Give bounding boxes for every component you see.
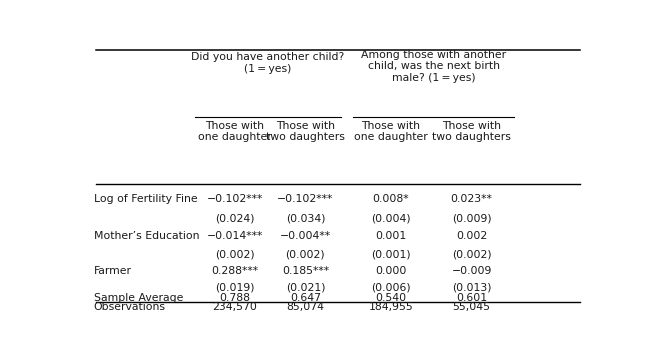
Text: Log of Fertility Fine: Log of Fertility Fine (94, 195, 198, 205)
Text: Observations: Observations (94, 302, 166, 312)
Text: −0.102***: −0.102*** (278, 195, 333, 205)
Text: Did you have another child?
(1 = yes): Did you have another child? (1 = yes) (191, 53, 344, 74)
Text: −0.009: −0.009 (452, 266, 492, 276)
Text: (0.024): (0.024) (215, 213, 255, 223)
Text: 0.008*: 0.008* (372, 195, 410, 205)
Text: 234,570: 234,570 (213, 302, 257, 312)
Text: (0.034): (0.034) (285, 213, 325, 223)
Text: 85,074: 85,074 (287, 302, 324, 312)
Text: (0.006): (0.006) (371, 283, 411, 293)
Text: −0.102***: −0.102*** (207, 195, 263, 205)
Text: Those with
two daughters: Those with two daughters (432, 121, 511, 142)
Text: Among those with another
child, was the next birth
male? (1 = yes): Among those with another child, was the … (361, 50, 506, 83)
Text: Sample Average: Sample Average (94, 293, 183, 303)
Text: Those with
two daughters: Those with two daughters (266, 121, 345, 142)
Text: −0.014***: −0.014*** (207, 231, 263, 241)
Text: Mother’s Education: Mother’s Education (94, 231, 200, 241)
Text: 0.647: 0.647 (290, 293, 321, 303)
Text: (0.002): (0.002) (452, 250, 491, 259)
Text: (0.009): (0.009) (452, 213, 491, 223)
Text: 55,045: 55,045 (452, 302, 491, 312)
Text: (0.021): (0.021) (285, 283, 325, 293)
Text: (0.013): (0.013) (452, 283, 491, 293)
Text: −0.004**: −0.004** (280, 231, 331, 241)
Text: 0.002: 0.002 (456, 231, 488, 241)
Text: (0.002): (0.002) (285, 250, 325, 259)
Text: (0.004): (0.004) (371, 213, 411, 223)
Text: (0.002): (0.002) (215, 250, 255, 259)
Text: Farmer: Farmer (94, 266, 132, 276)
Text: 184,955: 184,955 (369, 302, 413, 312)
Text: 0.023**: 0.023** (450, 195, 493, 205)
Text: Those with
one daughter: Those with one daughter (354, 121, 428, 142)
Text: 0.288***: 0.288*** (211, 266, 259, 276)
Text: (0.001): (0.001) (371, 250, 411, 259)
Text: 0.601: 0.601 (456, 293, 488, 303)
Text: 0.001: 0.001 (376, 231, 407, 241)
Text: 0.540: 0.540 (376, 293, 407, 303)
Text: 0.185***: 0.185*** (282, 266, 329, 276)
Text: Those with
one daughter: Those with one daughter (198, 121, 272, 142)
Text: (0.019): (0.019) (215, 283, 255, 293)
Text: 0.788: 0.788 (220, 293, 250, 303)
Text: 0.000: 0.000 (375, 266, 407, 276)
